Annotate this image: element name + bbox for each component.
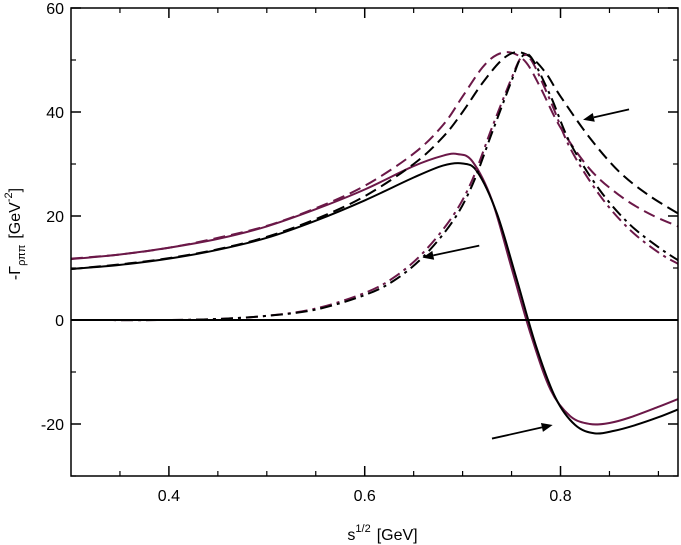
y-label-unit-pre: [GeV bbox=[7, 202, 24, 239]
annotation-arrow bbox=[422, 244, 480, 260]
arrow-shaft bbox=[433, 244, 480, 257]
x-label-base: s bbox=[347, 527, 355, 544]
series-line-dashed-black bbox=[70, 51, 679, 271]
y-axis-label: -Γρππ [GeV-2] bbox=[3, 188, 28, 280]
annotation-arrow bbox=[583, 108, 630, 122]
x-label-sup: 1/2 bbox=[355, 523, 370, 535]
series-layer bbox=[70, 51, 679, 435]
y-tick-label: -20 bbox=[41, 417, 64, 434]
arrow-head bbox=[422, 250, 435, 260]
y-tick-label: 40 bbox=[46, 105, 64, 122]
annotation-layer bbox=[422, 108, 630, 440]
x-axis-label: s1/2 [GeV] bbox=[347, 523, 417, 544]
y-label-unit-sup: -2 bbox=[3, 192, 15, 202]
series-line-solid-black bbox=[70, 162, 679, 435]
y-label-sign: - bbox=[7, 275, 24, 280]
arrow-head bbox=[540, 423, 553, 432]
x-label-unit: [GeV] bbox=[377, 527, 418, 544]
arrow-shaft bbox=[593, 108, 630, 119]
y-label-symbol: Γ bbox=[7, 266, 24, 275]
x-tick-label: 0.4 bbox=[158, 488, 180, 505]
y-label-subscript: ρππ bbox=[16, 244, 28, 266]
x-tick-label: 0.8 bbox=[549, 488, 571, 505]
tick-layer: 0.4 0.6 0.8 -20 0 20 40 60 bbox=[41, 1, 678, 505]
series-line-dashdot-purple bbox=[70, 53, 679, 322]
plot-frame bbox=[70, 7, 679, 477]
y-tick-label: 20 bbox=[46, 209, 64, 226]
arrow-shaft bbox=[491, 426, 543, 440]
y-label-unit-post: ] bbox=[7, 188, 24, 192]
x-tick-label: 0.6 bbox=[354, 488, 376, 505]
arrow-head bbox=[583, 112, 595, 122]
y-tick-label: 0 bbox=[55, 313, 64, 330]
annotation-arrow bbox=[491, 423, 553, 440]
y-tick-label: 60 bbox=[46, 1, 64, 18]
series-line-dashdot-black bbox=[70, 52, 679, 322]
series-line-dashed-purple bbox=[70, 51, 679, 260]
svg-text:-Γρππ[GeV-2]: -Γρππ [GeV-2] bbox=[3, 188, 28, 280]
